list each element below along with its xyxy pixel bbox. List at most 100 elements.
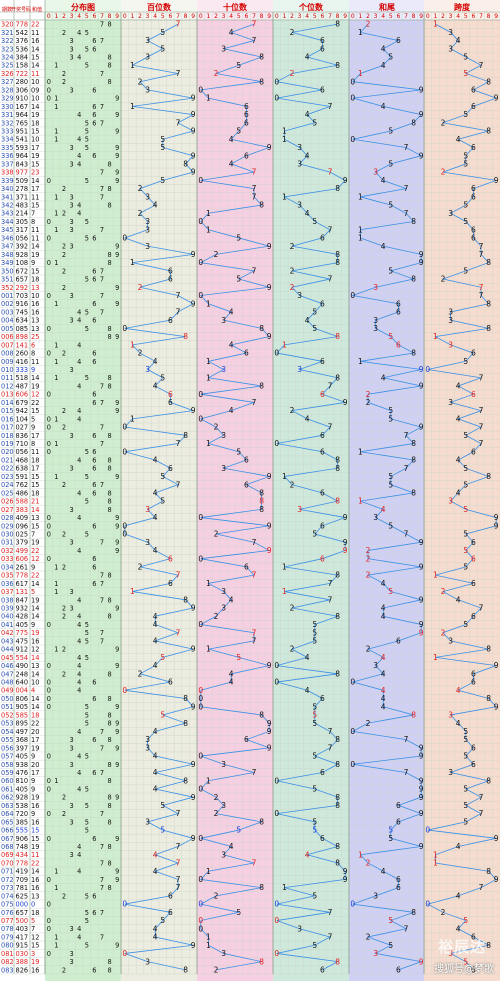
- digit-header-label: 8: [260, 13, 264, 20]
- distribution-digit: 0: [47, 785, 51, 793]
- trend-point: 2: [214, 423, 219, 432]
- trend-point: 9: [419, 110, 424, 119]
- trend-point: 9: [419, 538, 424, 547]
- distribution-digit: 5: [85, 218, 89, 226]
- prize-number-cell: 486: [16, 489, 29, 497]
- trend-point: 9: [343, 176, 348, 185]
- prize-number-cell: 672: [16, 267, 29, 275]
- prize-number-cell: 131: [16, 588, 29, 596]
- distribution-digit: 3: [69, 506, 73, 514]
- trend-point: 1: [130, 258, 135, 267]
- trend-point: 3: [297, 924, 302, 933]
- prize-number-cell: 428: [16, 613, 29, 621]
- distribution-digit: 2: [62, 481, 66, 489]
- digit-header-label: 6: [244, 13, 248, 20]
- trend-point: 3: [448, 711, 453, 720]
- sum-cell: 19: [31, 251, 39, 259]
- trend-point: 6: [471, 86, 476, 95]
- trend-point: 8: [259, 382, 264, 391]
- trend-point: 9: [419, 620, 424, 629]
- digit-header-label: 2: [366, 13, 370, 20]
- trend-point: 4: [153, 661, 158, 670]
- trend-point: 8: [486, 77, 491, 86]
- trend-point: 7: [252, 628, 257, 637]
- trend-point: 0: [350, 135, 355, 144]
- trend-point: 2: [366, 859, 371, 868]
- watermark: 搜狐号@梦歌: [434, 964, 494, 975]
- trend-point: 2: [366, 719, 371, 728]
- distribution-digit: 5: [85, 498, 89, 506]
- sum-cell: 14: [31, 670, 39, 678]
- trend-point: 4: [153, 785, 158, 794]
- trend-point: 9: [267, 727, 272, 736]
- trend-point: 9: [191, 604, 196, 613]
- distribution-digit: 8: [107, 251, 111, 259]
- prize-number-cell: 591: [16, 473, 29, 481]
- trend-point: 0: [198, 875, 203, 884]
- distribution-digit: 3: [69, 588, 73, 596]
- distribution-digit: 2: [62, 563, 66, 571]
- distribution-digit: 4: [77, 728, 81, 736]
- distribution-digit: 1: [54, 210, 58, 218]
- distribution-digit: 7: [100, 103, 104, 111]
- trend-point: 8: [486, 324, 491, 333]
- prize-number-cell: 476: [16, 769, 29, 777]
- trend-point: 8: [411, 275, 416, 284]
- distribution-digit: 5: [85, 530, 89, 538]
- trend-point: 0: [198, 924, 203, 933]
- distribution-digit: 7: [100, 810, 104, 818]
- trend-point: 9: [419, 250, 424, 259]
- distribution-digit: 0: [47, 218, 51, 226]
- trend-point: 1: [282, 587, 287, 596]
- issue-cell: 011: [1, 374, 14, 382]
- sum-cell: 5: [31, 588, 35, 596]
- trend-point: 9: [419, 957, 424, 966]
- trend-point: 5: [463, 620, 468, 629]
- trend-point: 1: [206, 225, 211, 234]
- prize-number-cell: 416: [16, 358, 29, 366]
- trend-point: 3: [145, 538, 150, 547]
- distribution-digit: 2: [62, 810, 66, 818]
- digit-header-label: 8: [108, 13, 112, 20]
- trend-point: 6: [396, 308, 401, 317]
- trend-point: 6: [320, 768, 325, 777]
- trend-point: 7: [176, 875, 181, 884]
- issue-cell: 024: [1, 481, 14, 489]
- trend-point: 9: [191, 168, 196, 177]
- prize-number-cell: 056: [16, 448, 29, 456]
- issue-cell: 047: [1, 670, 14, 678]
- trend-point: 7: [176, 809, 181, 818]
- trend-point: 1: [433, 653, 438, 662]
- trend-point: 0: [198, 86, 203, 95]
- prize-number-cell: 657: [16, 909, 29, 917]
- issue-cell: 080: [1, 942, 14, 950]
- issue-cell: 323: [1, 45, 14, 53]
- digit-header-label: 7: [479, 13, 483, 20]
- distribution-digit: 3: [69, 193, 73, 201]
- distribution-digit: 7: [100, 637, 104, 645]
- trend-point: 2: [366, 933, 371, 942]
- issue-cell: 014: [1, 399, 14, 407]
- distribution-digit: 0: [47, 350, 51, 358]
- distribution-digit: 0: [47, 292, 51, 300]
- trend-point: 5: [236, 653, 241, 662]
- issue-cell: 339: [1, 177, 14, 185]
- trend-point: 0: [198, 414, 203, 423]
- trend-point: 9: [419, 785, 424, 794]
- trend-point: 3: [373, 513, 378, 522]
- trend-point: 8: [335, 20, 340, 29]
- trend-point: 6: [396, 36, 401, 45]
- distribution-digit: 5: [85, 119, 89, 127]
- trend-point: 0: [122, 423, 127, 432]
- trend-point: 5: [463, 201, 468, 210]
- trend-point: 7: [176, 291, 181, 300]
- trend-point: 4: [381, 669, 386, 678]
- trend-point: 8: [486, 127, 491, 136]
- prize-number-cell: 371: [16, 193, 29, 201]
- sum-cell: 12: [31, 391, 39, 399]
- issue-cell: 076: [1, 909, 14, 917]
- trend-point: 8: [335, 612, 340, 621]
- distribution-digit: 9: [115, 794, 119, 802]
- distribution-digit: 4: [77, 358, 81, 366]
- trend-point: 4: [229, 28, 234, 37]
